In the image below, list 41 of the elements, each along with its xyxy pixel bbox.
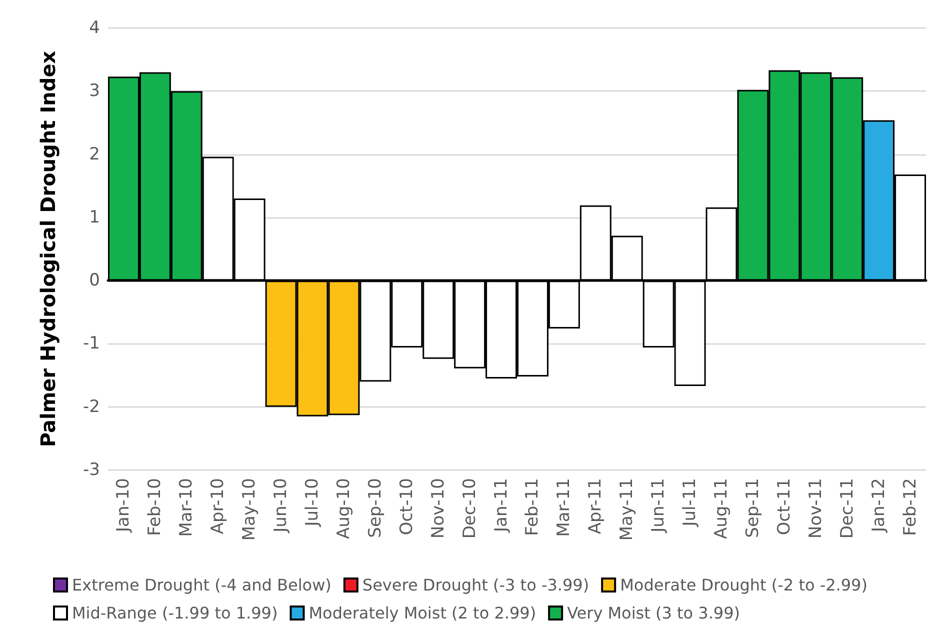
x-tick-label: Aug-10 [334, 478, 354, 539]
x-tick-label: Dec-11 [837, 478, 858, 539]
x-tick-label: Jun-10 [271, 478, 292, 534]
x-tick-label: Jan-11 [491, 478, 512, 533]
x-tick-label: Sep-10 [365, 478, 386, 538]
x-tick-label: Dec-10 [460, 478, 480, 539]
x-tick-label: Jul-11 [680, 478, 700, 528]
x-tick-label: Apr-10 [208, 478, 228, 534]
legend-label: Moderately Moist (2 to 2.99) [308, 604, 536, 622]
x-tick-label: Jan-10 [114, 478, 134, 533]
x-tick-label: Feb-12 [900, 478, 920, 536]
legend-label: Mid-Range (-1.99 to 1.99) [72, 604, 278, 622]
x-tick-label: Nov-10 [428, 478, 448, 538]
x-tick-label: Jul-10 [302, 478, 322, 528]
x-tick-label: May-11 [617, 478, 638, 541]
legend-label: Moderate Drought (-2 to -2.99) [620, 576, 868, 594]
legend-label: Severe Drought (-3 to -3.99) [362, 576, 590, 594]
y-tick-label: 4 [89, 18, 100, 38]
y-tick-label: -3 [83, 460, 100, 480]
x-tick-label: Oct-11 [774, 478, 794, 536]
y-axis-title: Palmer Hydrological Drought Index [36, 50, 60, 448]
legend-label: Very Moist (3 to 3.99) [567, 604, 740, 622]
legend-label: Extreme Drought (-4 and Below) [72, 576, 332, 594]
x-tick-label: Feb-11 [522, 478, 543, 536]
x-tick-label: Apr-11 [586, 478, 606, 534]
y-tick-label: 1 [89, 207, 100, 228]
x-tick-label: Jun-11 [648, 478, 669, 534]
x-tick-label: Mar-10 [176, 478, 197, 537]
x-tick-label: Mar-11 [554, 478, 574, 537]
x-tick-label: May-10 [240, 478, 260, 541]
y-tick-label: 3 [89, 81, 100, 102]
x-tick-label: Feb-10 [145, 478, 166, 536]
x-tick-label: Sep-11 [742, 478, 763, 538]
x-tick-label: Aug-11 [712, 478, 732, 539]
y-tick-label: 0 [89, 270, 100, 291]
x-tick-label: Jan-12 [868, 478, 889, 533]
y-tick-label: -2 [83, 396, 100, 417]
x-tick-label: Nov-11 [806, 478, 826, 538]
y-tick-label: 2 [89, 144, 100, 164]
x-tick-label: Oct-10 [396, 478, 417, 536]
y-tick-label: -1 [83, 334, 100, 354]
